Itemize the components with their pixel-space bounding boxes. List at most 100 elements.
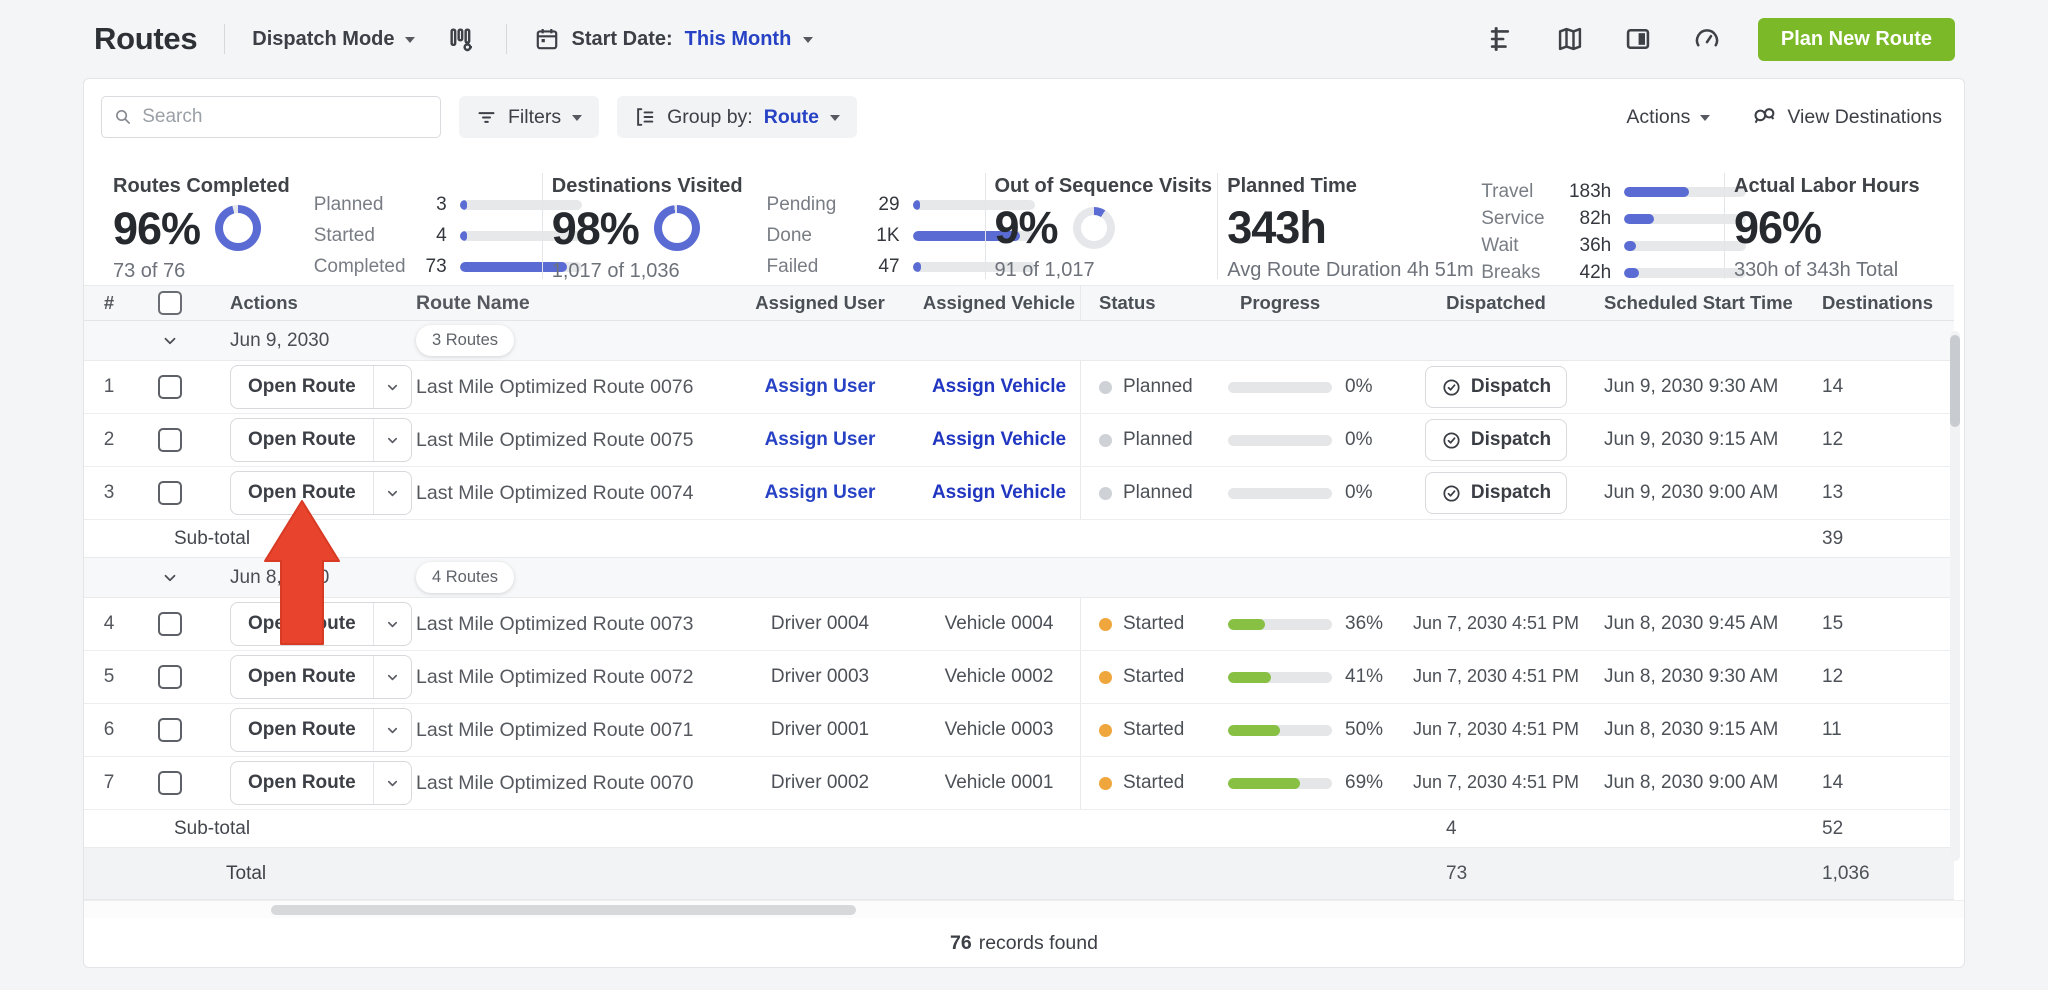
destinations-count: 11 [1822, 719, 1842, 740]
legend-bar [459, 200, 582, 210]
row-checkbox[interactable] [158, 481, 182, 505]
check-circle-icon [1441, 430, 1462, 451]
legend-bar-fill [459, 200, 467, 210]
open-route-menu-button[interactable] [372, 762, 411, 804]
dispatch-button[interactable]: Dispatch [1424, 419, 1568, 461]
vertical-scrollbar-thumb[interactable] [1950, 335, 1960, 427]
status-dot-icon [1099, 723, 1112, 737]
column-header-progress: Progress [1240, 292, 1321, 313]
side-panel-icon-button[interactable] [1620, 21, 1656, 57]
group-by-value: Route [763, 105, 819, 128]
row-checkbox[interactable] [158, 665, 182, 689]
row-checkbox[interactable] [158, 718, 182, 742]
dashboard-gauge-icon-button[interactable] [1688, 20, 1726, 58]
status-dot-icon [1099, 486, 1112, 500]
plan-new-route-button[interactable]: Plan New Route [1757, 17, 1955, 61]
route-name: Last Mile Optimized Route 0074 [416, 481, 694, 504]
open-route-menu-button[interactable] [372, 656, 411, 698]
open-route-button[interactable]: Open Route [230, 418, 412, 462]
assign-user-link[interactable]: Assign User [764, 482, 876, 503]
open-route-button[interactable]: Open Route [230, 602, 412, 646]
dispatch-button[interactable]: Dispatch [1424, 472, 1568, 514]
horizontal-scrollbar-thumb[interactable] [271, 905, 856, 915]
page-title: Routes [94, 21, 198, 56]
search-input[interactable] [142, 106, 428, 128]
dispatch-mode-label: Dispatch Mode [252, 27, 395, 50]
route-group-row: Jun 8, 2030 4 Routes [84, 558, 1954, 598]
open-route-menu-button[interactable] [372, 472, 411, 514]
group-collapse-chevron[interactable] [161, 332, 179, 350]
columns-settings-icon-button[interactable] [443, 21, 479, 57]
group-collapse-chevron[interactable] [161, 569, 179, 587]
dispatch-label: Dispatch [1470, 376, 1552, 397]
dispatched-time: Jun 7, 2030 4:51 PM [1412, 719, 1580, 739]
filters-button[interactable]: Filters [459, 96, 600, 138]
column-header-dispatched: Dispatched [1446, 292, 1546, 313]
status-badge: Started [1080, 757, 1220, 809]
map-view-icon-button[interactable] [1552, 21, 1588, 57]
start-date-value: This Month [684, 27, 792, 50]
row-checkbox[interactable] [158, 375, 182, 399]
legend-label: Failed [766, 256, 819, 277]
open-route-button[interactable]: Open Route [230, 761, 412, 805]
top-bar: Routes Dispatch Mode Start Date: This Mo… [0, 0, 2048, 78]
group-routes-count-badge: 4 Routes [416, 562, 515, 593]
progress-label: 41% [1345, 666, 1384, 687]
progress-label: 36% [1345, 613, 1384, 634]
dispatch-button[interactable]: Dispatch [1424, 366, 1568, 408]
group-date: Jun 9, 2030 [230, 329, 330, 351]
start-date-control[interactable]: Start Date: This Month [534, 26, 814, 52]
chevron-down-icon [803, 37, 814, 43]
assign-vehicle-link[interactable]: Assign Vehicle [931, 376, 1067, 397]
group-by-button[interactable]: Group by: Route [617, 96, 857, 138]
open-route-label: Open Route [248, 482, 356, 503]
progress-bar [1228, 434, 1332, 446]
open-route-menu-button[interactable] [372, 366, 411, 408]
column-header-assigned-user: Assigned User [755, 292, 885, 313]
chevron-down-icon [829, 115, 840, 121]
legend-label: Completed [313, 256, 406, 277]
assigned-user: Driver 0001 [770, 719, 870, 740]
progress-bar-fill [1228, 618, 1266, 630]
view-destinations-button[interactable]: View Destinations [1752, 105, 1942, 130]
open-route-button[interactable]: Open Route [230, 655, 412, 699]
row-checkbox[interactable] [158, 612, 182, 636]
total-label: Total [226, 862, 267, 884]
subtotal-destinations: 52 [1822, 817, 1844, 839]
legend-label: Travel [1481, 180, 1534, 202]
route-name: Last Mile Optimized Route 0073 [416, 612, 694, 635]
legend-bar [1624, 240, 1747, 251]
kpi-row: Routes Completed 96% 73 of 76 Planned 3 St… [84, 155, 1964, 285]
map-icon [1558, 27, 1582, 51]
row-checkbox[interactable] [158, 771, 182, 795]
route-row: 2 Open Route Last Mile Optimized Route 007… [84, 414, 1954, 467]
gantt-view-icon-button[interactable] [1484, 21, 1520, 57]
legend-bar [1624, 213, 1747, 224]
select-all-checkbox[interactable] [158, 291, 182, 315]
open-route-button[interactable]: Open Route [230, 708, 412, 752]
status-label: Started [1123, 613, 1185, 634]
gantt-icon [1490, 26, 1509, 52]
actions-button[interactable]: Actions [1626, 106, 1711, 129]
open-route-menu-button[interactable] [372, 709, 411, 751]
kpi-subtext: 91 of 1,017 [994, 259, 1095, 281]
assign-user-link[interactable]: Assign User [764, 429, 876, 450]
row-checkbox[interactable] [158, 428, 182, 452]
records-label: records found [978, 931, 1098, 954]
assign-vehicle-link[interactable]: Assign Vehicle [931, 429, 1067, 450]
open-route-menu-button[interactable] [372, 603, 411, 645]
open-route-button[interactable]: Open Route [230, 471, 412, 515]
dispatch-label: Dispatch [1470, 482, 1552, 503]
open-route-label: Open Route [248, 429, 356, 450]
destinations-count: 12 [1822, 429, 1844, 450]
assign-vehicle-link[interactable]: Assign Vehicle [931, 482, 1067, 503]
open-route-menu-button[interactable] [372, 419, 411, 461]
assign-user-link[interactable]: Assign User [764, 376, 876, 397]
assigned-user: Driver 0002 [770, 772, 870, 793]
open-route-button[interactable]: Open Route [230, 365, 412, 409]
start-date-label: Start Date: [571, 27, 673, 50]
route-name: Last Mile Optimized Route 0070 [416, 771, 694, 794]
dispatch-mode-button[interactable]: Dispatch Mode [252, 27, 415, 51]
legend-value: 73 [425, 256, 447, 277]
kpi-subtext: Avg Route Duration 4h 51m [1227, 259, 1474, 281]
